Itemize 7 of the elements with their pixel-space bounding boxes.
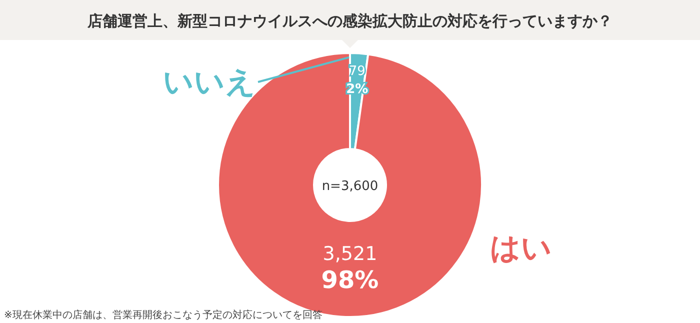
data-label: 3,521 98% bbox=[321, 243, 379, 294]
text: ※現在休業中の店舗は、営業再開後おこなう予定の対応についてを回答 bbox=[4, 309, 322, 321]
text: n=3,600 bbox=[322, 179, 378, 194]
slice-label: いいえ bbox=[163, 65, 256, 100]
title: 店舗運営上、新型コロナウイルスへの感染拡大防止の対応を行っていますか？ bbox=[0, 0, 700, 48]
chart-title: 店舗運営上、新型コロナウイルスへの感染拡大防止の対応を行っていますか？ bbox=[86, 12, 612, 30]
slice-label: はい bbox=[490, 231, 552, 266]
